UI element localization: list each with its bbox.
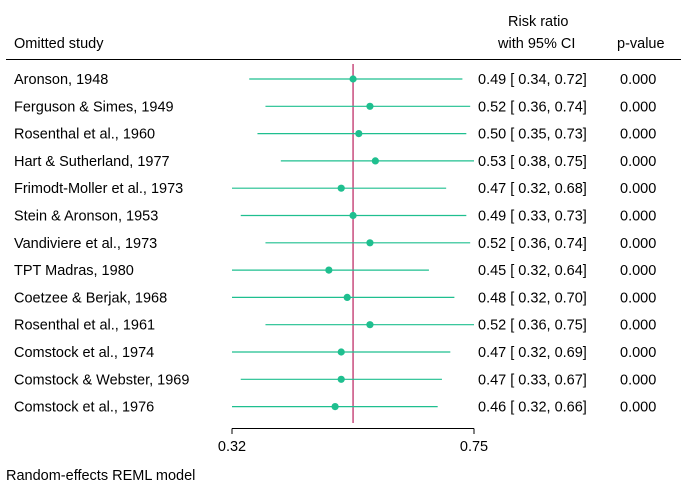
study-label: Comstock et al., 1976: [14, 400, 154, 416]
ci-text: 0.47 [ 0.32, 0.68]: [478, 181, 587, 197]
ci-text: 0.49 [ 0.34, 0.72]: [478, 72, 587, 88]
p-value: 0.000: [620, 209, 656, 225]
p-value: 0.000: [620, 236, 656, 252]
x-tick-label: 0.75: [460, 439, 488, 455]
ci-text: 0.50 [ 0.35, 0.73]: [478, 127, 587, 143]
point-estimate: [325, 266, 333, 274]
point-estimate: [337, 375, 345, 383]
study-label: Aronson, 1948: [14, 72, 108, 88]
p-value: 0.000: [620, 72, 656, 88]
study-label: Rosenthal et al., 1960: [14, 127, 155, 143]
ci-text: 0.49 [ 0.33, 0.73]: [478, 209, 587, 225]
ci-text: 0.46 [ 0.32, 0.66]: [478, 400, 587, 416]
header-p-value: p-value: [617, 36, 665, 52]
point-estimate: [366, 321, 374, 329]
ci-text: 0.48 [ 0.32, 0.70]: [478, 290, 587, 306]
study-label: Frimodt-Moller et al., 1973: [14, 181, 183, 197]
ci-text: 0.52 [ 0.36, 0.75]: [478, 318, 587, 334]
p-value: 0.000: [620, 154, 656, 170]
x-tick-label: 0.32: [218, 439, 246, 455]
header-ci: with 95% CI: [498, 36, 576, 52]
study-label: Stein & Aronson, 1953: [14, 209, 158, 225]
p-value: 0.000: [620, 400, 656, 416]
header-omitted-study: Omitted study: [14, 36, 104, 52]
point-estimate: [349, 211, 357, 220]
study-label: Hart & Sutherland, 1977: [14, 154, 170, 170]
header-risk-ratio: Risk ratio: [508, 14, 569, 30]
p-value: 0.000: [620, 372, 656, 388]
ci-text: 0.53 [ 0.38, 0.75]: [478, 154, 587, 170]
ci-text: 0.47 [ 0.33, 0.67]: [478, 372, 587, 388]
point-estimate: [337, 348, 345, 356]
p-value: 0.000: [620, 345, 656, 361]
footnote: Random-effects REML model: [6, 468, 196, 484]
point-estimate: [366, 102, 374, 110]
study-label: Comstock et al., 1974: [14, 345, 154, 361]
point-estimate: [331, 403, 339, 411]
point-estimate: [349, 75, 357, 83]
ci-text: 0.47 [ 0.32, 0.69]: [478, 345, 587, 361]
p-value: 0.000: [620, 290, 656, 306]
study-label: Comstock & Webster, 1969: [14, 372, 189, 388]
study-label: TPT Madras, 1980: [14, 263, 134, 279]
p-value: 0.000: [620, 318, 656, 334]
study-label: Vandiviere et al., 1973: [14, 236, 157, 252]
point-estimate: [355, 130, 363, 138]
p-value: 0.000: [620, 263, 656, 279]
ci-text: 0.52 [ 0.36, 0.74]: [478, 236, 587, 252]
study-label: Coetzee & Berjak, 1968: [14, 290, 167, 306]
study-label: Ferguson & Simes, 1949: [14, 99, 174, 115]
point-estimate: [371, 157, 379, 165]
point-estimate: [343, 293, 351, 301]
point-estimate: [366, 239, 374, 247]
ci-text: 0.52 [ 0.36, 0.74]: [478, 99, 587, 115]
p-value: 0.000: [620, 127, 656, 143]
point-estimate: [337, 184, 345, 192]
p-value: 0.000: [620, 99, 656, 115]
ci-text: 0.45 [ 0.32, 0.64]: [478, 263, 587, 279]
p-value: 0.000: [620, 181, 656, 197]
study-label: Rosenthal et al., 1961: [14, 318, 155, 334]
